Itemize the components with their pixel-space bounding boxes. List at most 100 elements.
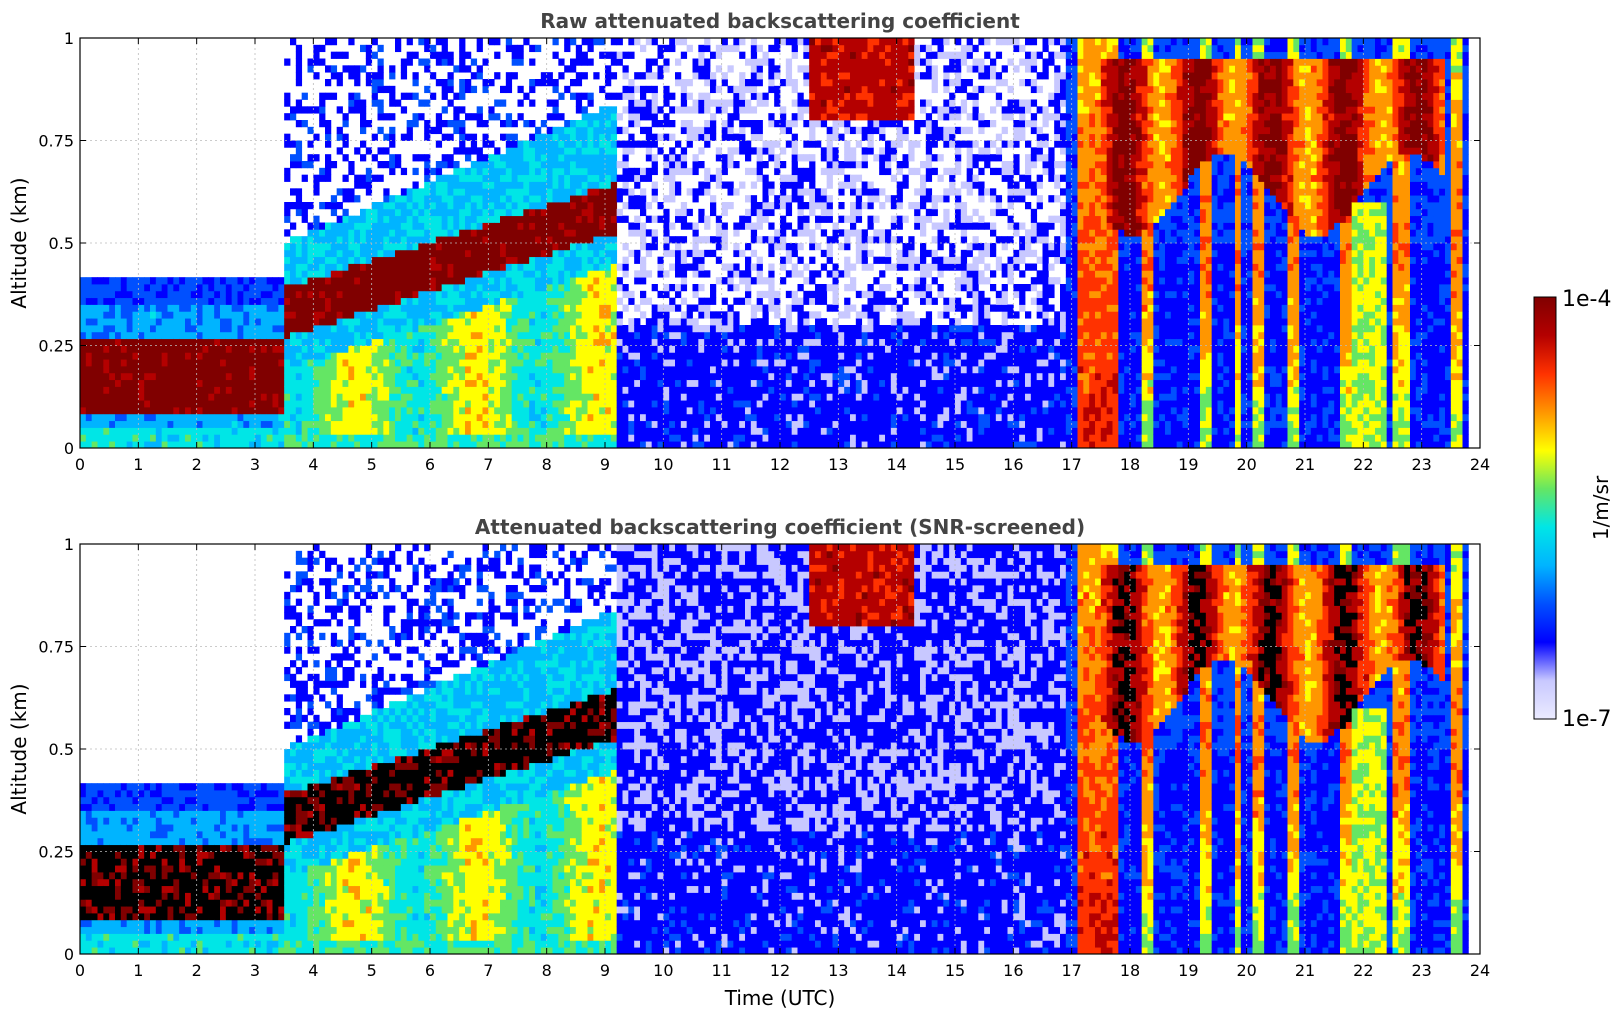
heatmap-cell — [354, 311, 361, 319]
heatmap-cell — [161, 297, 168, 305]
heatmap-cell — [692, 236, 699, 244]
heatmap-cell — [564, 297, 571, 305]
heatmap-cell — [680, 106, 688, 114]
heatmap-cell — [459, 366, 466, 374]
heatmap-cell — [342, 120, 349, 128]
heatmap-cell — [173, 386, 180, 394]
heatmap-cell — [785, 79, 793, 87]
heatmap-cell — [290, 331, 297, 340]
heatmap-cell — [756, 366, 763, 374]
heatmap-cell — [336, 236, 343, 244]
heatmap-cell — [336, 249, 343, 258]
heatmap-cell — [173, 400, 180, 408]
heatmap-cell — [768, 113, 775, 121]
heatmap-cell — [500, 195, 507, 203]
heatmap-cell — [622, 393, 629, 401]
heatmap-cell — [435, 441, 443, 448]
heatmap-cell — [342, 359, 349, 367]
heatmap-cell — [220, 413, 227, 422]
heatmap-cell — [575, 92, 583, 100]
heatmap-cell — [575, 140, 583, 148]
heatmap-cell — [231, 400, 238, 408]
heatmap-cell — [249, 359, 256, 367]
heatmap-cell — [231, 331, 238, 340]
heatmap-cell — [651, 229, 658, 237]
heatmap-cell — [500, 325, 507, 333]
heatmap-cell — [575, 366, 583, 374]
heatmap-cell — [803, 263, 810, 271]
heatmap-cell — [313, 331, 320, 340]
heatmap-cell — [424, 304, 431, 312]
heatmap-cell — [640, 434, 647, 442]
heatmap-cell — [809, 441, 816, 448]
heatmap-cell — [791, 133, 798, 141]
heatmap-cell — [505, 372, 513, 381]
heatmap-cell — [307, 318, 314, 326]
heatmap-cell — [85, 400, 93, 408]
heatmap-cell — [651, 161, 658, 169]
heatmap-cell — [249, 372, 256, 381]
heatmap-cell — [552, 215, 559, 223]
heatmap-cell — [622, 140, 629, 148]
heatmap-cell — [371, 229, 378, 237]
heatmap-cell — [418, 379, 425, 387]
heatmap-cell — [575, 325, 583, 333]
heatmap-cell — [313, 263, 320, 271]
heatmap-cell — [750, 400, 758, 408]
heatmap-cell — [138, 325, 145, 333]
heatmap-cell — [208, 413, 215, 422]
heatmap-cell — [295, 325, 303, 333]
heatmap-cell — [587, 290, 594, 299]
heatmap-cell — [179, 290, 186, 299]
heatmap-cell — [214, 297, 221, 305]
heatmap-cell — [290, 372, 297, 381]
heatmap-cell — [400, 366, 408, 374]
heatmap-cell — [208, 441, 215, 448]
heatmap-cell — [377, 372, 384, 381]
heatmap-cell — [412, 222, 419, 230]
heatmap-cell — [651, 99, 658, 107]
heatmap-cell — [476, 38, 483, 46]
heatmap-cell — [739, 393, 746, 401]
heatmap-cell — [768, 345, 775, 353]
heatmap-cell — [459, 311, 466, 319]
heatmap-cell — [260, 331, 268, 340]
heatmap-cell — [564, 277, 571, 285]
heatmap-cell — [412, 338, 419, 346]
heatmap-cell — [80, 297, 87, 305]
heatmap-cell — [400, 318, 408, 326]
heatmap-cell — [675, 304, 682, 312]
heatmap-cell — [768, 270, 775, 278]
heatmap-cell — [190, 366, 198, 374]
heatmap-cell — [295, 441, 303, 448]
heatmap-cell — [249, 413, 256, 422]
heatmap-cell — [395, 318, 402, 326]
heatmap-cell — [575, 195, 583, 203]
heatmap-cell — [144, 304, 151, 312]
heatmap-cell — [342, 215, 349, 223]
heatmap-cell — [645, 413, 653, 422]
heatmap-cell — [400, 243, 408, 251]
heatmap-cell — [721, 413, 728, 422]
heatmap-cell — [447, 99, 454, 107]
heatmap-cell — [395, 290, 402, 299]
heatmap-cell — [441, 372, 448, 381]
heatmap-cell — [803, 400, 810, 408]
heatmap-cell — [395, 256, 402, 264]
heatmap-cell — [593, 188, 600, 196]
heatmap-cell — [365, 434, 373, 442]
heatmap-cell — [424, 386, 431, 394]
heatmap-cell — [715, 51, 723, 59]
heatmap-cell — [185, 386, 192, 394]
heatmap-cell — [173, 290, 180, 299]
heatmap-cell — [628, 249, 635, 258]
heatmap-cell — [220, 331, 227, 340]
heatmap-cell — [698, 99, 705, 107]
heatmap-cell — [675, 140, 682, 148]
heatmap-cell — [208, 345, 215, 353]
heatmap-cell — [645, 379, 653, 387]
heatmap-cell — [593, 366, 600, 374]
heatmap-cell — [237, 379, 244, 387]
heatmap-cell — [295, 372, 303, 381]
heatmap-cell — [91, 311, 98, 319]
